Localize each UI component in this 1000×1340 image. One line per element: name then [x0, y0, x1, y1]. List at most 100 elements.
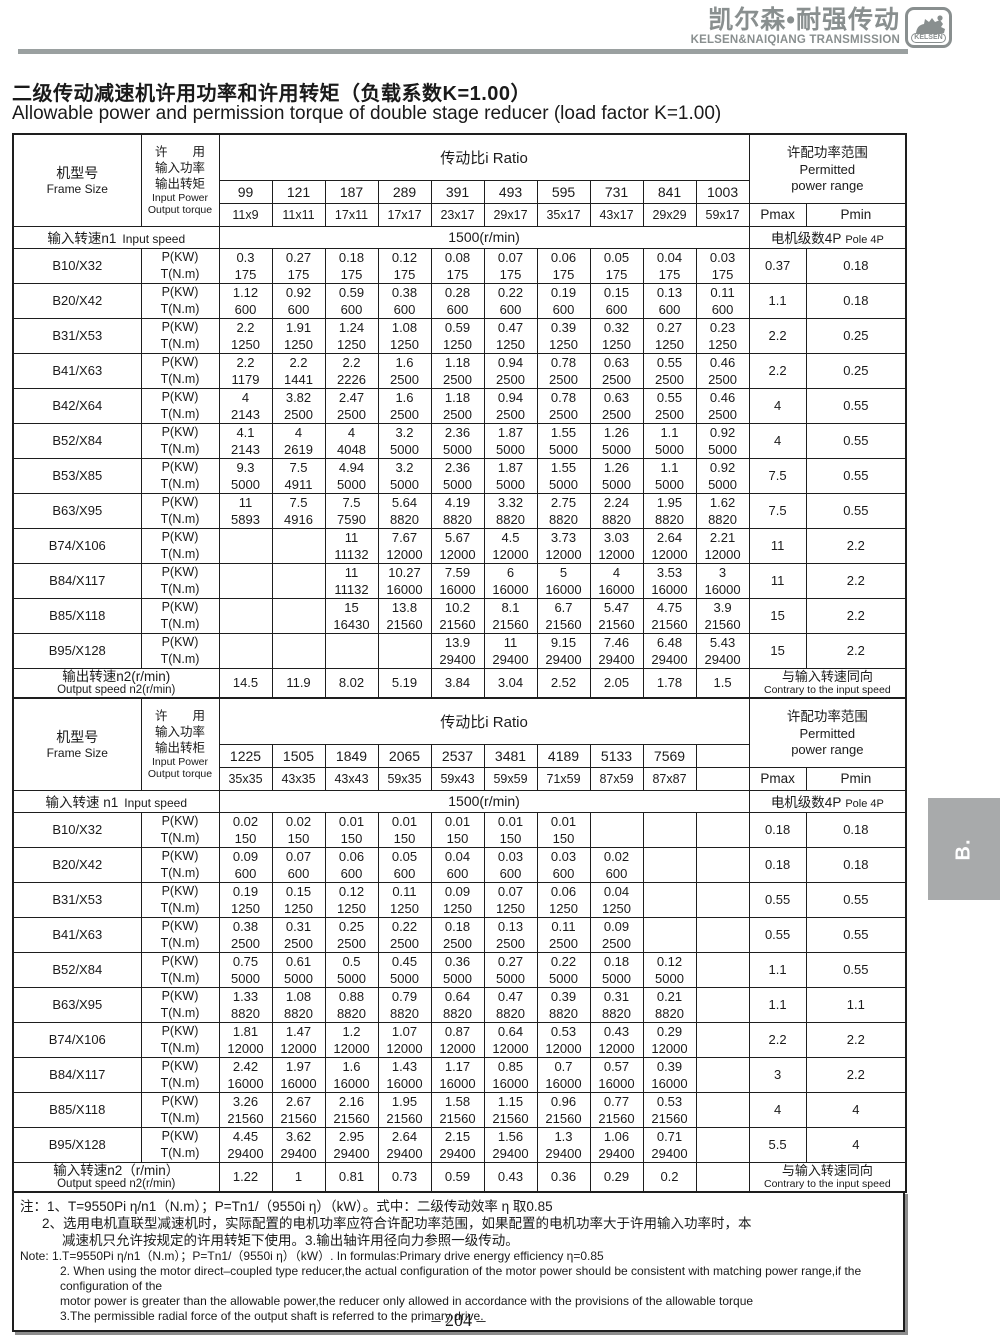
p-value: 1.81	[232, 1023, 259, 1039]
t-value: 1250	[284, 900, 313, 916]
t-value: 150	[393, 830, 416, 846]
power-torque-cell: 0.27 1250	[642, 317, 697, 354]
p-value: 0.08	[444, 249, 471, 265]
p-value: 4.75	[656, 599, 683, 615]
p-kw-label: P(KW)	[161, 564, 199, 579]
pmin-cell: 0.18	[805, 282, 907, 319]
pt-label-cell: P(KW) T(N.m)	[140, 597, 220, 634]
p-value: 7.5	[289, 459, 308, 475]
power-torque-cell: 0.71 29400	[642, 1126, 697, 1163]
t-nm-label: T(N.m)	[160, 336, 200, 351]
table-header-row: 机型号 Frame Size 许 用输入功率 输出转柜 Input Power Outpu…	[12, 697, 907, 791]
ratio-value: 493	[483, 179, 538, 204]
reducer-spec-table-2: 机型号 Frame Size 许 用输入功率 输出转柜 Input Power Outpu…	[12, 697, 908, 1193]
ratio-value	[695, 743, 750, 768]
power-torque-cell: 1.97 16000	[271, 1056, 326, 1093]
power-torque-cell: 4 16000	[589, 562, 644, 599]
t-value	[697, 1040, 748, 1057]
p-kw-label: P(KW)	[161, 319, 199, 334]
input-speed-row: 输入转速 n1 Input speed 1500(r/min) 电机级数4P Pole …	[12, 789, 907, 813]
t-value: 21560	[439, 1110, 476, 1126]
t-value: 600	[711, 301, 734, 317]
p-value: 1.18	[444, 354, 471, 370]
p-value: 0.7	[554, 1058, 573, 1074]
t-nm-label: T(N.m)	[160, 546, 200, 561]
power-torque-cell: 2.75 8820	[536, 492, 591, 529]
power-torque-cell: 0.08 175	[430, 247, 485, 284]
p-kw-label: P(KW)	[161, 634, 199, 649]
ratio-pair: 35x35	[218, 766, 273, 791]
p-value: 0.01	[391, 813, 418, 829]
power-torque-cell: 0.27 175	[271, 247, 326, 284]
t-value: 5000	[549, 476, 578, 492]
p-value: 4.19	[444, 494, 471, 510]
pt-label-cell: P(KW) T(N.m)	[140, 846, 220, 883]
t-value: 2143	[231, 406, 260, 422]
output-speed-label-en: Output speed n2(r/min)	[57, 1177, 176, 1190]
p-value: 0.15	[285, 883, 312, 899]
frame-size-label-cn: 机型号	[56, 729, 99, 746]
pt-label-cell: P(KW) T(N.m)	[140, 1021, 220, 1058]
power-torque-cell: 3.32 8820	[483, 492, 538, 529]
direction-cell: 与输入转速同向 Contrary to the input speed	[748, 1161, 907, 1193]
t-value: 1250	[655, 336, 684, 352]
t-value: 175	[446, 266, 469, 282]
p-value: 2.21	[709, 529, 736, 545]
t-value: 2500	[602, 371, 631, 387]
p-value: 1.91	[285, 319, 312, 335]
t-value: 5000	[602, 476, 631, 492]
power-torque-cell: 0.06 175	[536, 247, 591, 284]
p-value: 7.59	[444, 564, 471, 580]
power-torque-cell: 2.95 29400	[324, 1126, 379, 1163]
p-value: 3.03	[603, 529, 630, 545]
power-torque-cell: 0.11 2500	[536, 916, 591, 953]
p-value: 1.87	[497, 459, 524, 475]
p-value: 0.01	[338, 813, 365, 829]
page-title-en: Allowable power and permission torque of…	[12, 103, 722, 124]
note-line-en: Note: 1.T=9550Pi η/n1（N.m）；P=Tn1/（9550i …	[20, 1249, 604, 1263]
power-torque-cell: 1.3 29400	[536, 1126, 591, 1163]
p-value: 3.62	[285, 1128, 312, 1144]
p-value: 3.2	[395, 424, 414, 440]
p-value: 1.97	[285, 1058, 312, 1074]
power-torque-cell: 0.05 600	[377, 846, 432, 883]
p-value: 4.94	[338, 459, 365, 475]
motor-pole-en: Pole 4P	[845, 797, 884, 810]
brand-name-en: KELSEN&NAIQIANG TRANSMISSION	[690, 34, 900, 46]
frame-size-label-en: Frame Size	[46, 746, 108, 761]
power-torque-cell: 4.94 5000	[324, 457, 379, 494]
pmax-cell: 4	[748, 387, 807, 424]
p-value	[591, 813, 642, 830]
table-row: B20/X42 P(KW) T(N.m) 0.09 600 0.07 600 0.06 600 0…	[12, 846, 907, 883]
table-row: B84/X117 P(KW) T(N.m) 11 11132 10.27 16000 7.59…	[12, 562, 907, 599]
power-torque-cell: 0.02 150	[271, 811, 326, 848]
p-kw-label: P(KW)	[161, 1093, 199, 1108]
power-torque-cell: 0.01 150	[430, 811, 485, 848]
p-value: 0.03	[709, 249, 736, 265]
p-value: 0.05	[603, 249, 630, 265]
output-speed-cell: 14.5	[218, 667, 273, 699]
power-torque-cell	[271, 632, 326, 669]
output-speed-label: 输出转速n2(r/min) Output speed n2(r/min)	[12, 667, 220, 699]
t-value: 600	[499, 301, 522, 317]
t-value: 21560	[651, 616, 688, 632]
p-value	[697, 1093, 748, 1110]
pt-header-line-cn: 许 用	[154, 709, 205, 724]
output-speed-cell: 8.02	[324, 667, 379, 699]
pmin-cell: 2.2	[805, 597, 907, 634]
t-value: 5000	[443, 441, 472, 457]
t-value: 2500	[549, 371, 578, 387]
t-value	[220, 546, 271, 563]
t-value: 12000	[386, 1040, 423, 1056]
pmax-cell: 5.5	[748, 1126, 807, 1163]
pmin-header: Pmin	[805, 766, 907, 791]
power-torque-cell: 1.58 21560	[430, 1091, 485, 1128]
power-torque-cell: 0.27 5000	[483, 951, 538, 988]
p-value: 2.2	[342, 354, 361, 370]
power-torque-cell: 0.31 2500	[271, 916, 326, 953]
power-torque-cell: 0.87 12000	[430, 1021, 485, 1058]
p-value: 0.28	[444, 284, 471, 300]
power-torque-cell: 2.42 16000	[218, 1056, 273, 1093]
power-torque-cell: 0.22 2500	[377, 916, 432, 953]
t-value: 21560	[333, 1110, 370, 1126]
